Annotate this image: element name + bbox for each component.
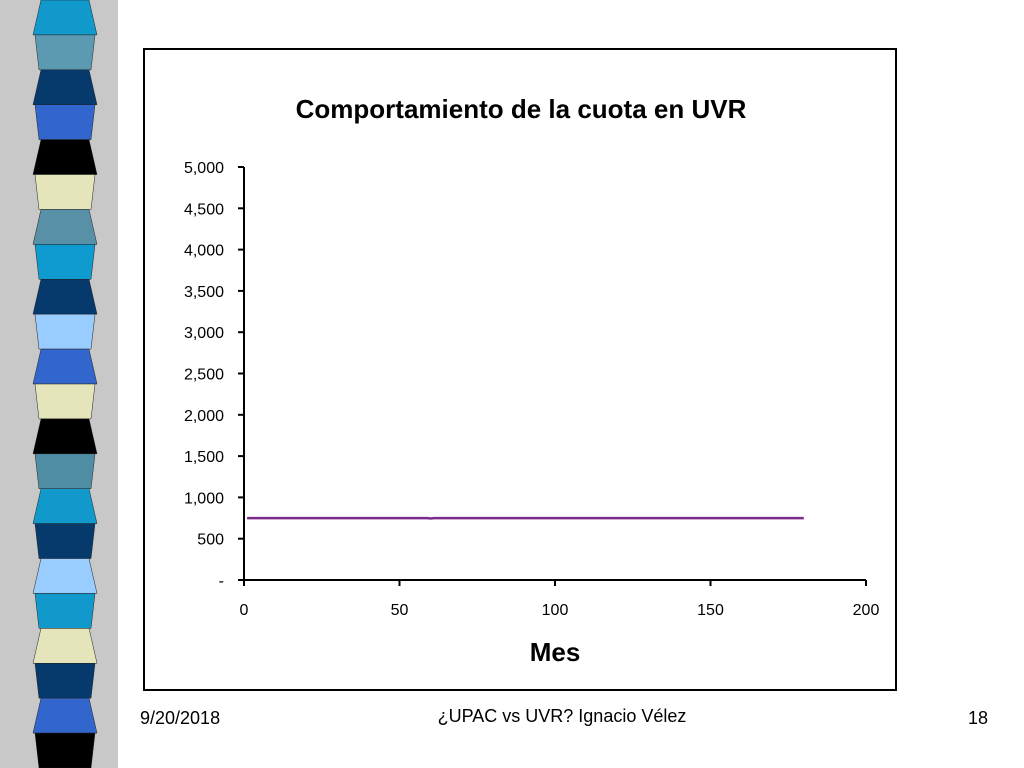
- decorative-stripe-border: [0, 0, 118, 768]
- y-tick-label: 5,000: [184, 160, 224, 177]
- chart-frame: Comportamiento de la cuota en UVR -500 1,0…: [143, 48, 897, 691]
- stripe-segment: [32, 628, 98, 664]
- stripe-segment: [32, 418, 98, 455]
- y-tick-label: 1,500: [184, 449, 224, 466]
- y-tick-label: 2,500: [184, 367, 224, 384]
- stripe-segment: [32, 0, 98, 36]
- x-tick-label: 50: [391, 602, 409, 619]
- stripe-segment: [34, 313, 96, 350]
- stripe-segment: [32, 697, 98, 734]
- x-tick-label: 100: [542, 602, 569, 619]
- y-tick-label: 500: [197, 532, 224, 549]
- stripe-segment: [34, 174, 96, 210]
- y-tick-label: 3,500: [184, 284, 224, 301]
- slide-date: 9/20/2018: [140, 708, 221, 728]
- stripe-segment: [34, 732, 96, 768]
- stripe-segment: [34, 663, 96, 699]
- stripe-segment: [34, 104, 96, 140]
- stripe-segment: [32, 558, 98, 594]
- stripe-segment: [34, 523, 96, 559]
- x-axis-title: Mes: [530, 637, 581, 667]
- y-tick-label: -: [219, 573, 224, 590]
- stripe-segment: [34, 593, 96, 629]
- slide-footer-text: ¿UPAC vs UVR? Ignacio Vélez: [437, 706, 687, 726]
- stripe-segment: [34, 34, 96, 71]
- chart-title: Comportamiento de la cuota en UVR: [296, 94, 747, 124]
- slide-page-number: 18: [967, 708, 988, 728]
- stripe-segment: [32, 348, 98, 385]
- line-chart: Comportamiento de la cuota en UVR-5001,0…: [184, 94, 880, 667]
- stripe-segment: [32, 139, 98, 175]
- stripe-segment: [32, 279, 98, 315]
- x-tick-label: 150: [697, 602, 724, 619]
- y-tick-label: 2,000: [184, 408, 224, 425]
- stripe-segment: [34, 383, 96, 420]
- stripe-segment: [32, 209, 98, 245]
- y-tick-label: 4,000: [184, 243, 224, 260]
- y-tick-label: 1,000: [184, 490, 224, 507]
- stripe-segment: [32, 69, 98, 105]
- stripe-segment: [34, 453, 96, 489]
- x-tick-label: 0: [240, 602, 249, 619]
- stripe-segment: [34, 244, 96, 280]
- stripe-segment: [32, 488, 98, 524]
- y-tick-label: 3,000: [184, 325, 224, 342]
- y-tick-label: 4,500: [184, 201, 224, 218]
- x-tick-label: 200: [853, 602, 880, 619]
